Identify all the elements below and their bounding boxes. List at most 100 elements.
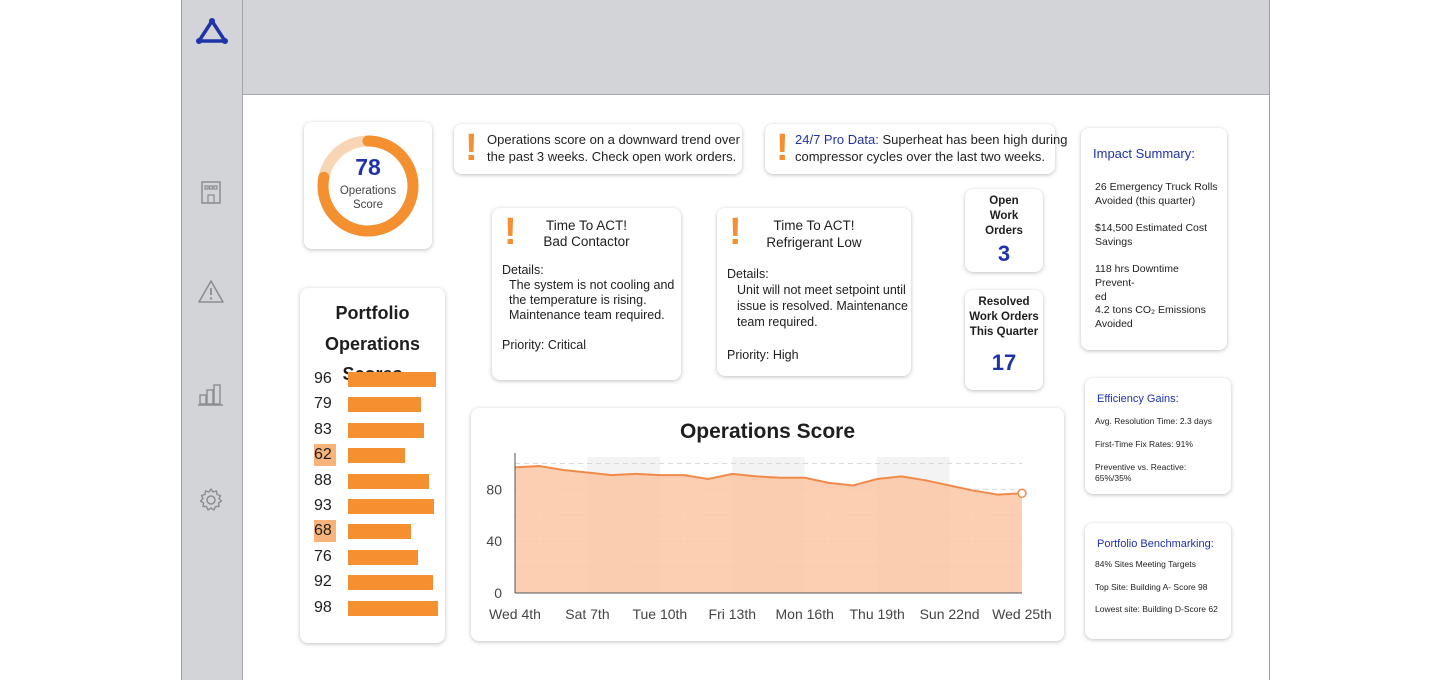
alert-text-line2: compressor cycles over the last two week…	[795, 149, 1045, 164]
details-line: team required.	[737, 315, 818, 329]
portfolio-score-row[interactable]: 96	[314, 368, 444, 390]
details-label: Details:	[727, 267, 769, 281]
chart-x-tick-label: Wed 4th	[489, 606, 541, 622]
details-line: issue is resolved. Maintenance	[737, 299, 908, 313]
portfolio-title-line1: Portfolio	[335, 303, 410, 323]
building-icon[interactable]	[197, 178, 225, 206]
resolved-wo-label-line: Resolved	[978, 296, 1030, 308]
app-logo[interactable]	[195, 18, 229, 44]
resolved-wo-label-line: Work Orders	[969, 311, 1039, 323]
chart-x-tick-label: Sun 22nd	[920, 606, 980, 622]
portfolio-score-row[interactable]: 83	[314, 419, 444, 441]
score-arc	[317, 135, 419, 237]
portfolio-score-bar	[348, 524, 411, 540]
portfolio-score-row[interactable]: 68	[314, 520, 444, 543]
alert-prefix: 24/7 Pro Data:	[795, 132, 879, 147]
score-ring	[317, 135, 419, 237]
portfolio-score-value: 98	[314, 598, 332, 616]
act-title: Time To ACT!	[773, 218, 855, 233]
portfolio-score-bar	[348, 448, 406, 464]
impact-item: 26 Emergency Truck Rolls Avoided (this qu…	[1095, 181, 1218, 207]
act-card-bad-contactor[interactable]: ! Time To ACT! Bad Contactor Details: Th…	[492, 208, 681, 380]
open-wo-label-line: Open	[989, 195, 1019, 207]
chart-y-tick-label: 80	[486, 481, 502, 497]
portfolio-score-row[interactable]: 79	[314, 393, 444, 415]
portfolio-score-value: 79	[314, 395, 332, 413]
resolved-work-orders-card[interactable]: Resolved Work Orders This Quarter 17	[965, 290, 1043, 390]
score-label-line2: Score	[352, 199, 384, 211]
warning-icon[interactable]	[197, 278, 225, 306]
portfolio-score-bar	[348, 499, 434, 514]
portfolio-benchmarking-card: Portfolio Benchmarking: 84% Sites Meetin…	[1085, 523, 1231, 639]
alert-text-line1: 24/7 Pro Data: Superheat has been high d…	[795, 131, 1067, 148]
details-line: Unit will not meet setpoint until	[737, 283, 906, 297]
act-card-refrigerant-low[interactable]: ! Time To ACT! Refrigerant Low Details: …	[717, 208, 911, 376]
portfolio-score-value: 88	[314, 471, 332, 489]
impact-summary-title: Impact Summary:	[1093, 146, 1195, 161]
portfolio-score-bar	[348, 575, 433, 591]
details-line: The system is not cooling and	[509, 278, 675, 292]
portfolio-score-bar	[348, 549, 418, 565]
alert-text-main: Superheat has been high during	[878, 132, 1068, 147]
open-work-orders-card[interactable]: Open Work Orders 3	[965, 189, 1043, 272]
operations-score-widget: 78 Operations Score	[304, 122, 432, 249]
portfolio-score-value: 83	[314, 420, 332, 438]
portfolio-score-row[interactable]: 62	[314, 444, 444, 467]
portfolio-score-value: 62	[314, 444, 336, 467]
portfolio-score-bar	[348, 397, 421, 413]
chart-x-tick-label: Wed 25th	[992, 606, 1052, 622]
exclamation-icon: !	[504, 211, 517, 253]
impact-item: 118 hrs Downtime Prevent-ed	[1095, 263, 1179, 303]
app-frame	[181, 0, 1270, 680]
portfolio-score-row[interactable]: 93	[314, 495, 444, 517]
chart-x-tick-label: Fri 13th	[709, 606, 756, 622]
portfolio-score-row[interactable]: 92	[314, 571, 444, 593]
chart-x-tick-label: Sat 7th	[565, 606, 609, 622]
bar-chart-icon[interactable]	[197, 380, 225, 408]
details-line: Maintenance team required.	[509, 308, 665, 322]
act-subtitle: Bad Contactor	[543, 234, 630, 249]
portfolio-score-value: 92	[314, 573, 332, 591]
benchmarking-title: Portfolio Benchmarking:	[1097, 538, 1214, 550]
benchmarking-item: Lowest site: Building D-Score 62	[1095, 604, 1218, 614]
exclamation-icon: !	[729, 211, 742, 253]
chart-x-tick-label: Thu 19th	[850, 606, 905, 622]
chart-y-tick-label: 40	[486, 533, 502, 549]
portfolio-score-row[interactable]: 76	[314, 546, 444, 568]
chart-area	[515, 466, 1022, 593]
priority-label: Priority: High	[727, 348, 799, 362]
settings-gear-icon[interactable]	[197, 486, 225, 514]
chart-y-tick-label: 0	[494, 585, 502, 601]
resolved-wo-count: 17	[991, 350, 1017, 375]
alert-text-line2: the past 3 weeks. Check open work orders…	[487, 149, 737, 164]
portfolio-score-bar	[348, 422, 425, 438]
details-label: Details:	[502, 263, 544, 277]
act-subtitle: Refrigerant Low	[766, 235, 862, 250]
trend-alert[interactable]: ! Operations score on a downward trend o…	[454, 124, 742, 174]
portfolio-score-row[interactable]: 98	[314, 597, 444, 619]
portfolio-score-value: 68	[314, 520, 336, 543]
resolved-wo-label-line: This Quarter	[969, 326, 1039, 338]
portfolio-score-row[interactable]: 88	[314, 470, 444, 492]
efficiency-item: Avg. Resolution Time: 2.3 days	[1095, 416, 1213, 426]
open-wo-label-line: Work	[989, 210, 1019, 222]
portfolio-score-value: 93	[314, 497, 332, 514]
chart-x-tick-label: Tue 10th	[632, 606, 687, 622]
impact-item: 4.2 tons CO₂ Emissions Avoided	[1095, 304, 1206, 330]
chart-last-point	[1017, 488, 1027, 499]
chart-title: Operations Score	[679, 420, 856, 443]
act-title: Time To ACT!	[545, 218, 628, 233]
top-bar	[182, 0, 1269, 61]
efficiency-gains-title: Efficiency Gains:	[1097, 393, 1179, 405]
portfolio-score-bar	[348, 600, 439, 616]
portfolio-score-bar	[348, 372, 437, 387]
sidebar	[182, 0, 243, 680]
efficiency-gains-card: Efficiency Gains: Avg. Resolution Time: …	[1085, 378, 1231, 494]
details-line: the temperature is rising.	[509, 293, 647, 307]
open-wo-label-line: Orders	[985, 225, 1023, 237]
impact-summary-card: Impact Summary: 26 Emergency Truck Rolls…	[1081, 128, 1227, 350]
pro-data-alert[interactable]: ! 24/7 Pro Data: Superheat has been high…	[765, 124, 1067, 174]
sub-toolbar	[243, 60, 1269, 95]
score-label-line1: Operations	[339, 185, 397, 197]
portfolio-score-value: 96	[314, 370, 332, 387]
